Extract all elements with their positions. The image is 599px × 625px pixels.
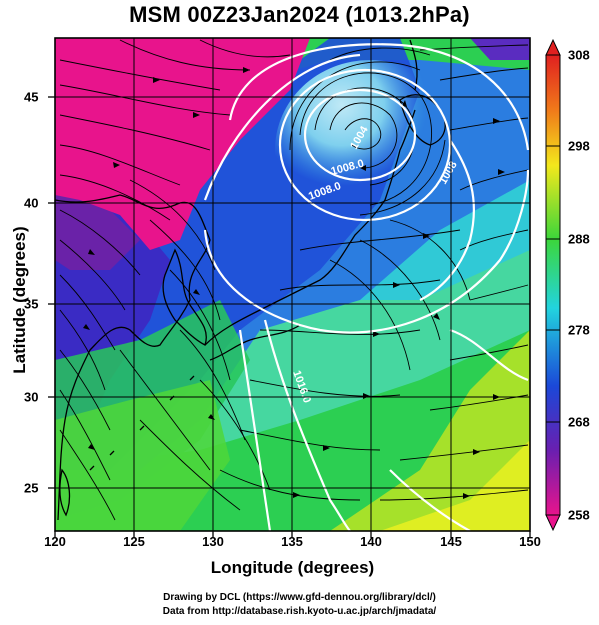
colorbar-tick-label: 288 bbox=[568, 231, 590, 247]
isobars bbox=[203, 43, 530, 531]
streamline-arrows bbox=[83, 67, 505, 499]
y-tick-label: 40 bbox=[24, 195, 39, 211]
y-tick-label: 30 bbox=[24, 389, 39, 405]
x-tick-label: 130 bbox=[202, 534, 224, 549]
tick-marks bbox=[48, 96, 531, 538]
x-tick-label: 135 bbox=[281, 534, 303, 549]
colorbar-tick-label: 258 bbox=[568, 507, 590, 523]
coastlines bbox=[55, 39, 446, 521]
x-tick-label: 125 bbox=[123, 534, 145, 549]
colorbar bbox=[545, 38, 561, 532]
colorbar-tick-label: 308 bbox=[568, 47, 590, 63]
x-tick-label: 150 bbox=[519, 534, 541, 549]
colorbar-tick-label: 268 bbox=[568, 414, 590, 430]
x-tick-label: 145 bbox=[440, 534, 462, 549]
credit-data: Data from http://database.rish.kyoto-u.a… bbox=[162, 606, 437, 617]
y-tick-label: 35 bbox=[24, 296, 39, 312]
y-tick-label: 45 bbox=[24, 89, 39, 105]
x-axis-label: Longitude (degrees) bbox=[210, 558, 375, 577]
colorbar-tick-label: 298 bbox=[568, 138, 590, 154]
wind-streamlines bbox=[59, 39, 529, 521]
credit-drawing: Drawing by DCL (https://www.gfd-dennou.o… bbox=[163, 592, 436, 603]
x-tick-label: 120 bbox=[44, 534, 66, 549]
graticule bbox=[55, 38, 530, 531]
x-tick-label: 140 bbox=[360, 534, 382, 549]
y-tick-label: 25 bbox=[24, 480, 39, 496]
y-axis-label: Latitude (degrees) bbox=[10, 226, 29, 374]
colorbar-tick-label: 278 bbox=[568, 322, 590, 338]
map-title: MSM 00Z23Jan2024 (1013.2hPa) bbox=[129, 2, 470, 27]
